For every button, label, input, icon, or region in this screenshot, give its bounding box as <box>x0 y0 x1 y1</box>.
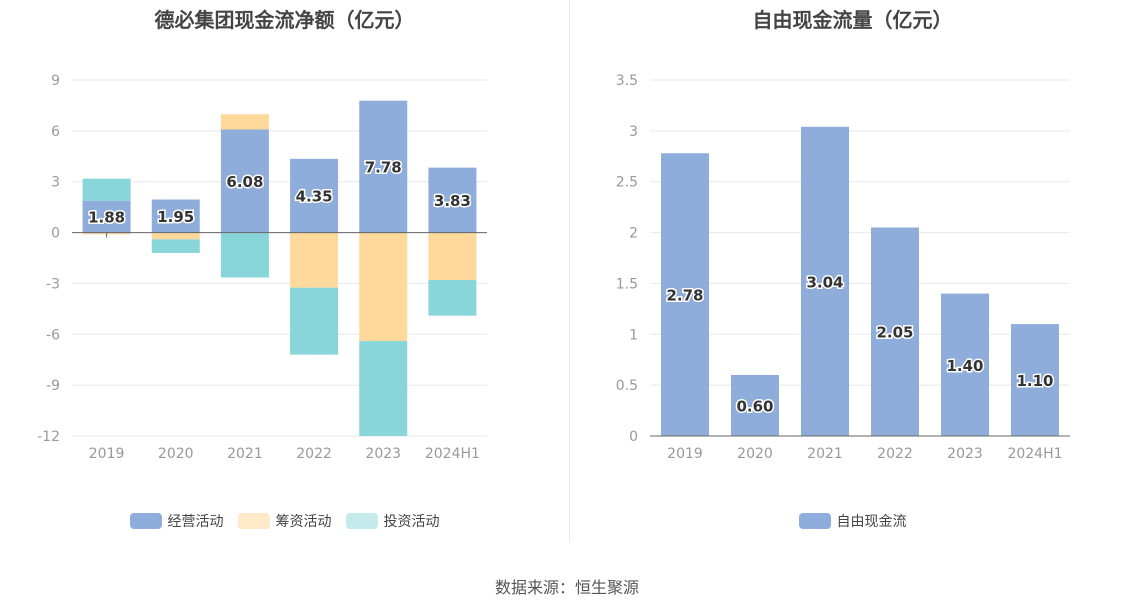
cash-flow-legend: 经营活动 筹资活动 投资活动 <box>0 511 569 531</box>
legend-operating[interactable]: 经营活动 <box>129 511 224 531</box>
data-label: 2.05 <box>876 324 913 342</box>
y-tick-label: -6 <box>46 327 60 343</box>
x-tick-label: 2023 <box>365 446 401 462</box>
bar-financing <box>359 232 408 342</box>
cash-flow-chart: 9 6 3 0 -3 -6 -9 -12 2019 2020 2021 2022 2023 2024H1 1… <box>37 73 487 462</box>
bar-investing <box>151 239 200 253</box>
data-source-note: 数据来源：恒生聚源 <box>494 578 639 597</box>
bar-investing <box>359 341 408 436</box>
bar-financing <box>151 232 200 240</box>
legend-label-investing: 投资活动 <box>383 514 440 530</box>
bar-investing <box>428 280 477 316</box>
y-tick-label: 0.5 <box>616 378 638 394</box>
y-tick-label: 9 <box>51 73 60 89</box>
bar-operating <box>151 199 200 233</box>
bar-financing <box>290 232 339 288</box>
y-tick-label: 0 <box>51 226 60 242</box>
data-label: 4.35 <box>296 188 333 206</box>
bar-financing <box>220 114 269 130</box>
legend-swatch-investing <box>345 513 378 529</box>
x-tick-label: 2021 <box>227 446 263 462</box>
x-tick-label: 2020 <box>158 446 194 462</box>
x-tick-label: 2023 <box>947 446 983 462</box>
data-label: 1.10 <box>1016 372 1053 390</box>
x-tick-label: 2019 <box>667 446 703 462</box>
x-tick-label: 2019 <box>89 446 125 462</box>
y-tick-label: -9 <box>46 378 60 394</box>
data-label: 3.04 <box>806 273 843 291</box>
free-cash-flow-chart-title: 自由现金流量（亿元） <box>752 8 953 32</box>
bar-free-cash-flow <box>941 293 989 436</box>
bar-operating <box>290 158 339 233</box>
data-label: 3.83 <box>434 192 471 210</box>
bar-free-cash-flow <box>871 227 919 436</box>
data-label: 1.95 <box>157 208 194 226</box>
legend-swatch-operating <box>129 513 162 529</box>
data-label: 0.60 <box>736 397 773 415</box>
y-tick-label: 1.5 <box>616 276 638 292</box>
bar-investing <box>220 232 269 278</box>
cash-flow-chart-panel: 德必集团现金流净额（亿元） 9 6 3 0 -3 -6 -9 -12 2019 2020 2021 2… <box>0 0 569 545</box>
y-tick-label: 6 <box>51 124 60 140</box>
data-label: 1.88 <box>88 209 125 227</box>
legend-label-financing: 筹资活动 <box>275 514 332 530</box>
x-tick-label: 2022 <box>877 446 913 462</box>
legend-label-free-cash-flow: 自由现金流 <box>836 514 907 530</box>
y-tick-label: 0 <box>629 429 638 445</box>
legend-free-cash-flow[interactable]: 自由现金流 <box>798 511 907 531</box>
x-tick-label: 2020 <box>737 446 773 462</box>
legend-investing[interactable]: 投资活动 <box>345 511 440 531</box>
bar-financing <box>428 232 477 281</box>
bar-investing <box>290 287 339 355</box>
data-label: 6.08 <box>226 173 263 191</box>
cash-flow-chart-title: 德必集团现金流净额（亿元） <box>154 8 415 32</box>
legend-financing[interactable]: 筹资活动 <box>237 511 332 531</box>
bar-free-cash-flow <box>801 126 849 436</box>
legend-swatch-financing <box>237 513 270 529</box>
bar-free-cash-flow <box>1011 324 1059 436</box>
bar-free-cash-flow <box>731 374 779 436</box>
data-label: 7.78 <box>365 159 402 177</box>
data-label: 2.78 <box>666 287 703 305</box>
y-tick-label: -12 <box>37 429 60 445</box>
bar-operating <box>359 100 408 233</box>
x-tick-label: 2024H1 <box>425 446 480 462</box>
bar-free-cash-flow <box>661 153 709 436</box>
y-tick-label: -3 <box>46 276 60 292</box>
y-tick-label: 2.5 <box>616 175 638 191</box>
free-cash-flow-chart-panel: 自由现金流量（亿元） 3.5 3 2.5 2 1.5 1 0.5 0 2019 2.78 2020 0… <box>571 0 1134 545</box>
bar-operating <box>428 167 477 233</box>
legend-label-operating: 经营活动 <box>167 514 224 530</box>
data-label: 1.40 <box>946 357 983 375</box>
panel-divider <box>569 0 570 542</box>
legend-swatch-free-cash-flow <box>798 513 831 529</box>
x-tick-label: 2021 <box>807 446 843 462</box>
bar-operating <box>220 129 269 233</box>
y-tick-label: 3.5 <box>616 73 638 89</box>
y-tick-label: 3 <box>629 124 638 140</box>
free-cash-flow-chart: 3.5 3 2.5 2 1.5 1 0.5 0 2019 2.78 2020 0.60 2021 3.04… <box>616 73 1070 462</box>
y-tick-label: 3 <box>51 175 60 191</box>
free-cash-flow-legend: 自由现金流 <box>571 511 1134 531</box>
x-tick-label: 2024H1 <box>1007 446 1062 462</box>
bar-operating <box>82 200 131 233</box>
bar-investing <box>82 178 131 201</box>
y-tick-label: 1 <box>629 327 638 343</box>
y-tick-label: 2 <box>629 226 638 242</box>
x-tick-label: 2022 <box>296 446 332 462</box>
